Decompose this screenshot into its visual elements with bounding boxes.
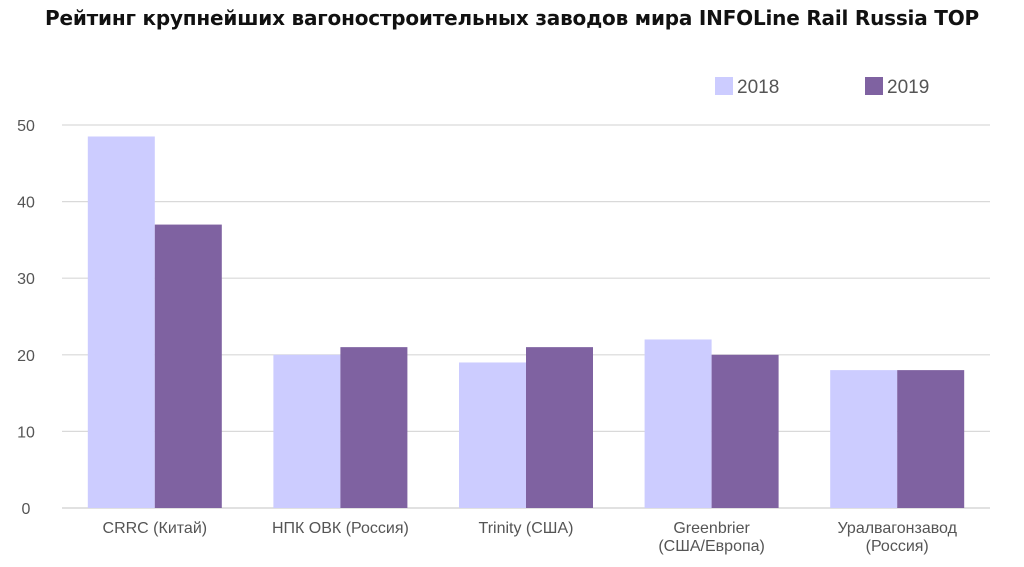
bar-2018-1 <box>87 136 155 509</box>
x-tick-label: Trinity (США) <box>479 520 574 537</box>
bar-2019-5 <box>897 370 965 508</box>
chart-title: Рейтинг крупнейших вагоностроительных за… <box>45 6 979 30</box>
x-tick-label: (США/Европа) <box>658 538 765 555</box>
y-tick-label: 20 <box>17 348 35 365</box>
x-tick-label: Уралвагонзавод <box>837 520 957 537</box>
x-tick-label: НПК ОВК (Россия) <box>272 520 409 537</box>
y-tick-label: 0 <box>22 501 31 518</box>
bar-2018-5 <box>830 370 898 508</box>
legend-label: 2019 <box>887 77 929 98</box>
bar-2018-2 <box>273 354 341 508</box>
y-axis-ticks: 0 10 20 30 40 50 <box>17 118 35 518</box>
legend-swatch-2019 <box>865 77 883 95</box>
y-tick-label: 10 <box>17 424 35 441</box>
legend-swatch-2018 <box>715 77 733 95</box>
y-tick-label: 50 <box>17 118 35 135</box>
y-tick-label: 40 <box>17 195 35 212</box>
x-tick-label: Greenbrier <box>673 520 750 537</box>
x-tick-label: CRRC (Китай) <box>103 520 208 537</box>
x-axis-labels: CRRC (Китай) НПК ОВК (Россия) Trinity (США… <box>103 520 958 555</box>
bar-2019-2 <box>340 347 408 508</box>
bar-2019-1 <box>154 224 222 508</box>
bars <box>87 136 965 509</box>
bar-2019-4 <box>711 354 779 508</box>
bar-2019-3 <box>526 347 593 508</box>
bar-2018-3 <box>459 362 526 508</box>
legend: 2018 2019 <box>715 77 929 98</box>
legend-label: 2018 <box>737 77 779 98</box>
bar-2018-4 <box>644 339 712 508</box>
y-tick-label: 30 <box>17 271 35 288</box>
x-tick-label: (Россия) <box>866 538 929 555</box>
